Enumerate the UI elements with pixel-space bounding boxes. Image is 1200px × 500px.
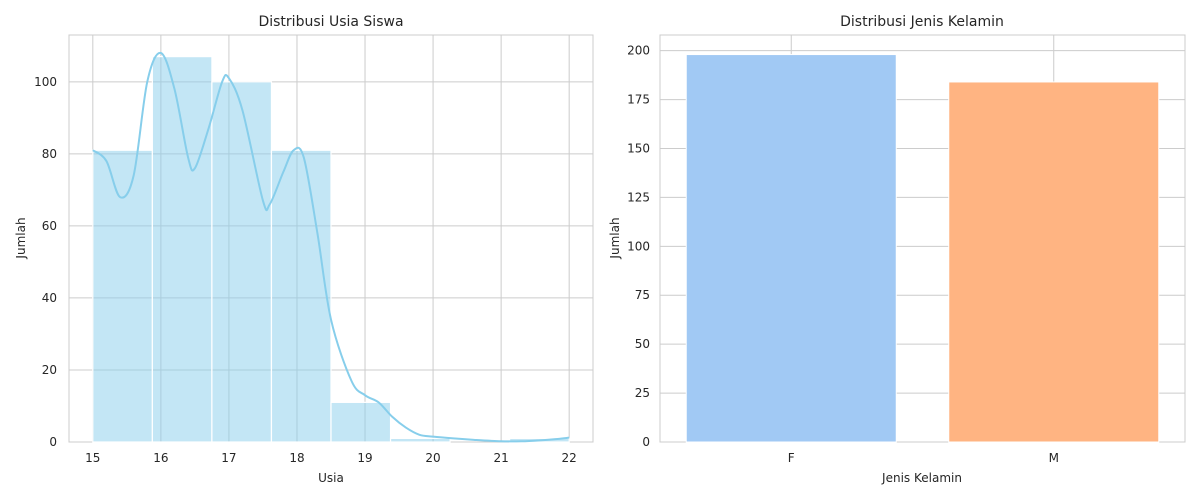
- histogram-x-tick-label: 17: [221, 451, 236, 465]
- gender-y-tick-label: 75: [635, 288, 650, 302]
- histogram-x-tick-label: 19: [357, 451, 372, 465]
- histogram-x-tick-label: 18: [289, 451, 304, 465]
- histogram-kde-curve: [92, 52, 570, 443]
- gender-y-tick-label: 0: [642, 435, 650, 449]
- histogram-bar: [92, 149, 153, 443]
- histogram-x-tick-label: 21: [493, 451, 508, 465]
- gender-y-tick-label: 200: [627, 44, 650, 58]
- histogram-y-tick-label: 20: [42, 363, 57, 377]
- histogram-x-label: Usia: [318, 471, 344, 485]
- gender-bar-m: [948, 81, 1160, 443]
- histogram-x-tick-label: 20: [425, 451, 440, 465]
- gender-y-tick-label: 150: [627, 141, 650, 155]
- histogram-y-tick-label: 40: [42, 291, 57, 305]
- histogram-y-tick-label: 60: [42, 219, 57, 233]
- histogram-y-tick-label: 80: [42, 147, 57, 161]
- histogram-bar: [211, 81, 273, 443]
- gender-bar-f: [685, 54, 897, 443]
- gender-x-tick-label: F: [788, 451, 795, 465]
- histogram-bars: [92, 56, 570, 443]
- gender-x-label: Jenis Kelamin: [881, 471, 962, 485]
- gender-y-tick-label: 125: [627, 190, 650, 204]
- histogram-bar: [270, 149, 332, 443]
- histogram-bar: [151, 56, 213, 443]
- histogram-x-ticks: 15 16 17 18 19 20 21 22: [85, 451, 577, 465]
- histogram-y-tick-label: 0: [49, 435, 57, 449]
- histogram-y-tick-label: 100: [34, 75, 57, 89]
- gender-y-tick-label: 50: [635, 337, 650, 351]
- gender-bars: [685, 54, 1160, 443]
- histogram-chart: 15 16 17 18 19 20 21 22 0 20 40 60 80 100 Distribusi…: [14, 14, 594, 485]
- gender-title: Distribusi Jenis Kelamin: [840, 14, 1004, 30]
- gender-y-tick-label: 175: [627, 93, 650, 107]
- histogram-title: Distribusi Usia Siswa: [258, 14, 403, 30]
- histogram-x-tick-label: 16: [153, 451, 168, 465]
- gender-y-label: Jumlah: [608, 217, 622, 259]
- histogram-x-tick-label: 22: [562, 451, 577, 465]
- gender-y-ticks: 0 25 50 75 100 125 150 175 200: [627, 44, 650, 449]
- histogram-kde-line: [92, 52, 570, 443]
- histogram-y-label: Jumlah: [14, 217, 28, 259]
- gender-x-tick-label: M: [1049, 451, 1059, 465]
- histogram-bar: [330, 401, 392, 443]
- histogram-bar: [389, 437, 451, 443]
- gender-y-tick-label: 25: [635, 386, 650, 400]
- gender-y-tick-label: 100: [627, 239, 650, 253]
- histogram-y-ticks: 0 20 40 60 80 100: [34, 75, 57, 449]
- histogram-x-tick-label: 15: [85, 451, 100, 465]
